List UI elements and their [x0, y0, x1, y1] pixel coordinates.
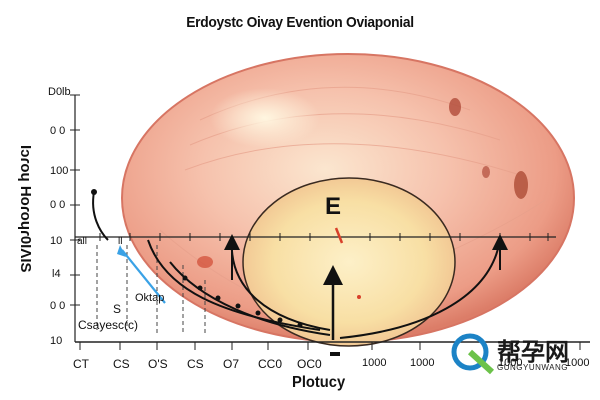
x-tick: CC0 — [258, 357, 283, 371]
y-tick: 0 0 — [50, 125, 66, 137]
x-tick: O7 — [223, 357, 240, 371]
follicle-core — [242, 177, 456, 347]
follicle-spot — [482, 166, 490, 178]
x-tick: 1000 — [565, 357, 590, 369]
x-tick: O'S — [148, 357, 168, 371]
diagram-title: Erdoystc Oivay Evention Oviaponial — [186, 14, 414, 31]
watermark: 帮孕网 GUNGYUNWANG — [447, 330, 597, 376]
y-tick: 0 0 — [50, 300, 66, 312]
follicle-spot — [449, 98, 461, 116]
y-inline-tick: ll — [118, 236, 123, 247]
x-tick: 1000 — [498, 357, 523, 369]
x-tick: CS — [187, 357, 204, 371]
blue-arrow — [121, 249, 166, 304]
x-axis-label: Plotucy — [292, 374, 346, 391]
y-tick: 10 — [50, 235, 63, 247]
x-tick: CS — [113, 357, 130, 371]
axis-marker — [330, 352, 340, 356]
horizontal-axis-ticks — [99, 233, 549, 241]
y-axis-ticks — [70, 94, 80, 306]
red-dot — [357, 295, 361, 299]
blue-arrow-head — [117, 245, 126, 257]
follicle-spot — [197, 256, 213, 268]
y-tick: 10 — [50, 335, 63, 347]
watermark-text: 帮孕网 — [497, 339, 569, 366]
annotation-csayes: Csayesc(c) — [78, 318, 139, 332]
flow-curves — [92, 191, 501, 339]
follicle-spot — [514, 171, 528, 199]
y-axis-label: Iɔɾoɥ Hoɾoɥɾ0IΛIS — [17, 145, 34, 273]
watermark-subtext: GUNGYUNWANG — [497, 363, 568, 372]
x-tick: 1000 — [362, 357, 387, 369]
y-inline-tick: all — [77, 236, 88, 247]
flow-points — [91, 189, 303, 328]
red-mark — [334, 227, 344, 244]
annotation-s: S — [113, 302, 122, 316]
annotation-oktap: Oktap — [135, 292, 165, 304]
x-axis-ticks — [79, 342, 581, 350]
x-tick: CT — [73, 357, 89, 371]
ovary-highlight — [210, 88, 320, 148]
y-tick: 0 0 — [50, 199, 66, 211]
y-tick: l4 — [52, 268, 61, 280]
x-tick: OC0 — [297, 357, 322, 371]
center-letter: E — [325, 193, 342, 220]
y-tick: D0lb — [48, 86, 71, 98]
watermark-logo-icon — [451, 333, 495, 375]
y-tick: 100 — [50, 165, 69, 177]
x-tick: 1000 — [410, 357, 435, 369]
